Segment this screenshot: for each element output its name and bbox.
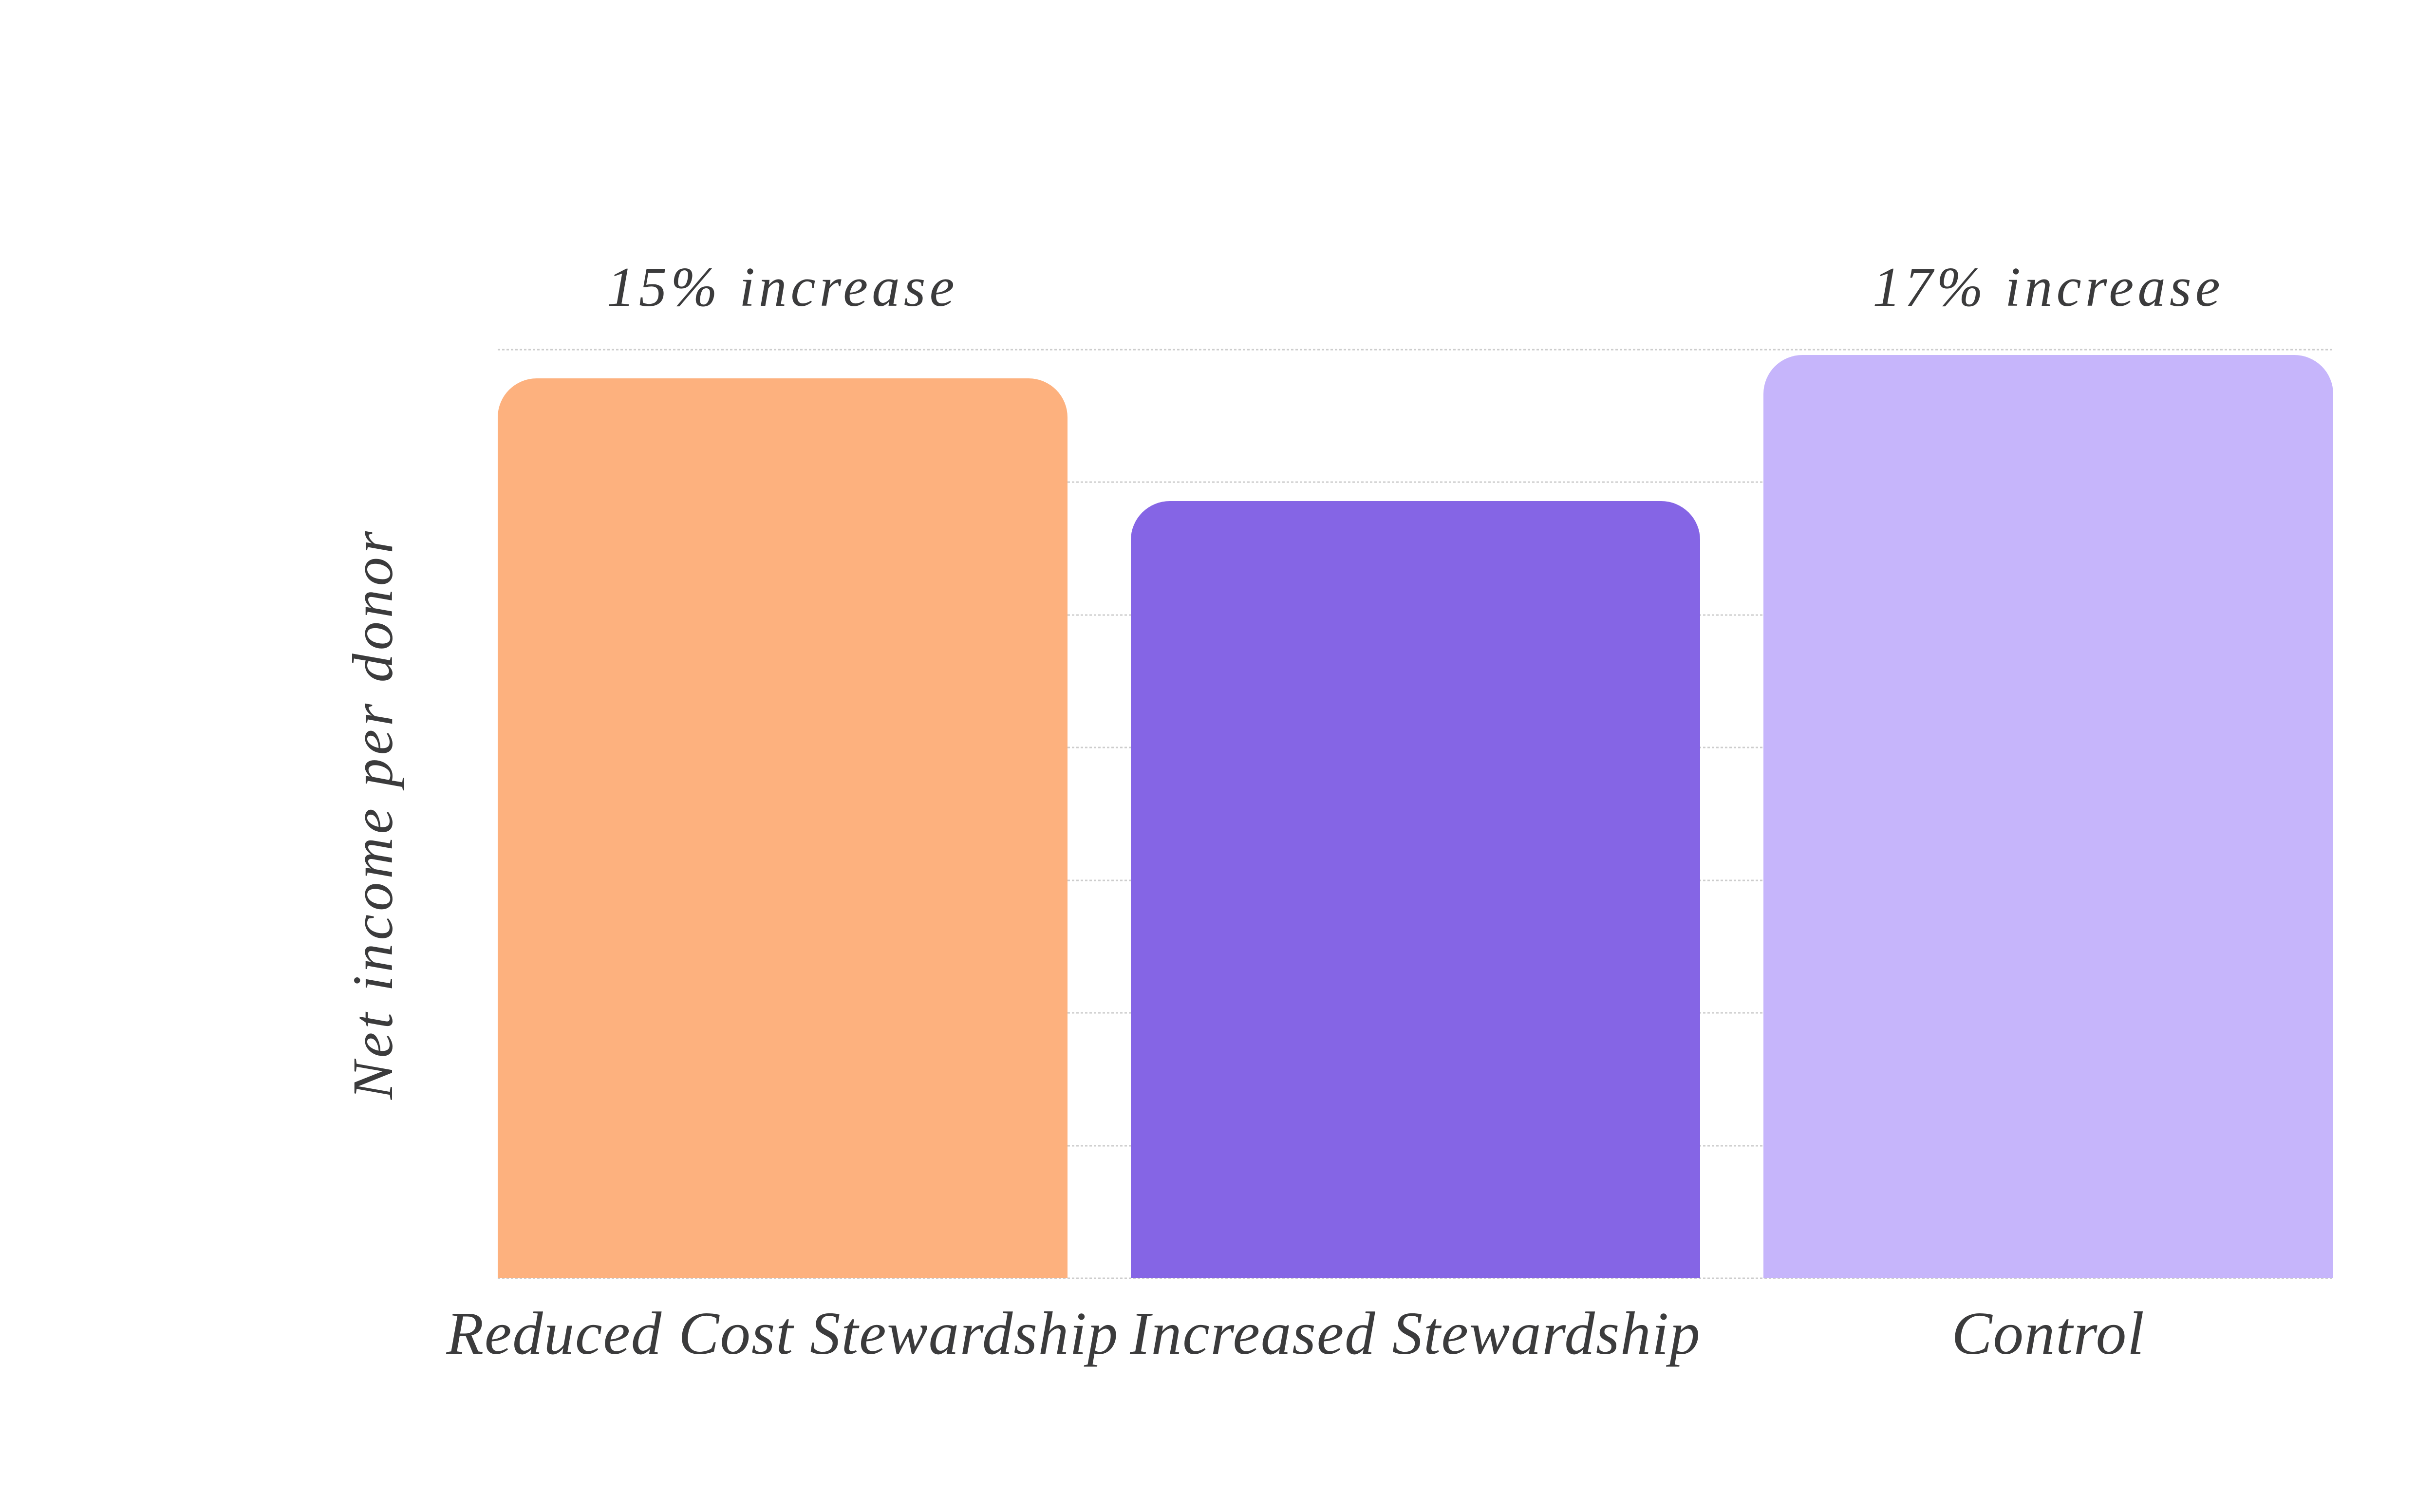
gridline [498,349,2333,351]
y-axis-label: Net income per donor [341,528,405,1100]
annotation-15-increase: 15% increase [607,256,958,318]
bar-reduced-cost-stewardship [498,378,1068,1278]
bar-control [1763,355,2333,1278]
bars [498,350,2333,1278]
annotation-17-increase: 17% increase [1873,256,2224,318]
category-label-increased-stewardship: Increased Stewardship [1130,1300,1701,1367]
category-label-control: Control [1951,1300,2145,1367]
gridline [498,481,2333,483]
category-label-reduced-cost-stewardship: Reduced Cost Stewardship [446,1300,1119,1367]
plot-area: 15% increase 17% increase [498,256,2333,1279]
gridline [498,1277,2333,1279]
bar-increased-stewardship [1130,501,1701,1278]
category-labels: Reduced Cost Stewardship Increased Stewar… [447,1299,2333,1382]
